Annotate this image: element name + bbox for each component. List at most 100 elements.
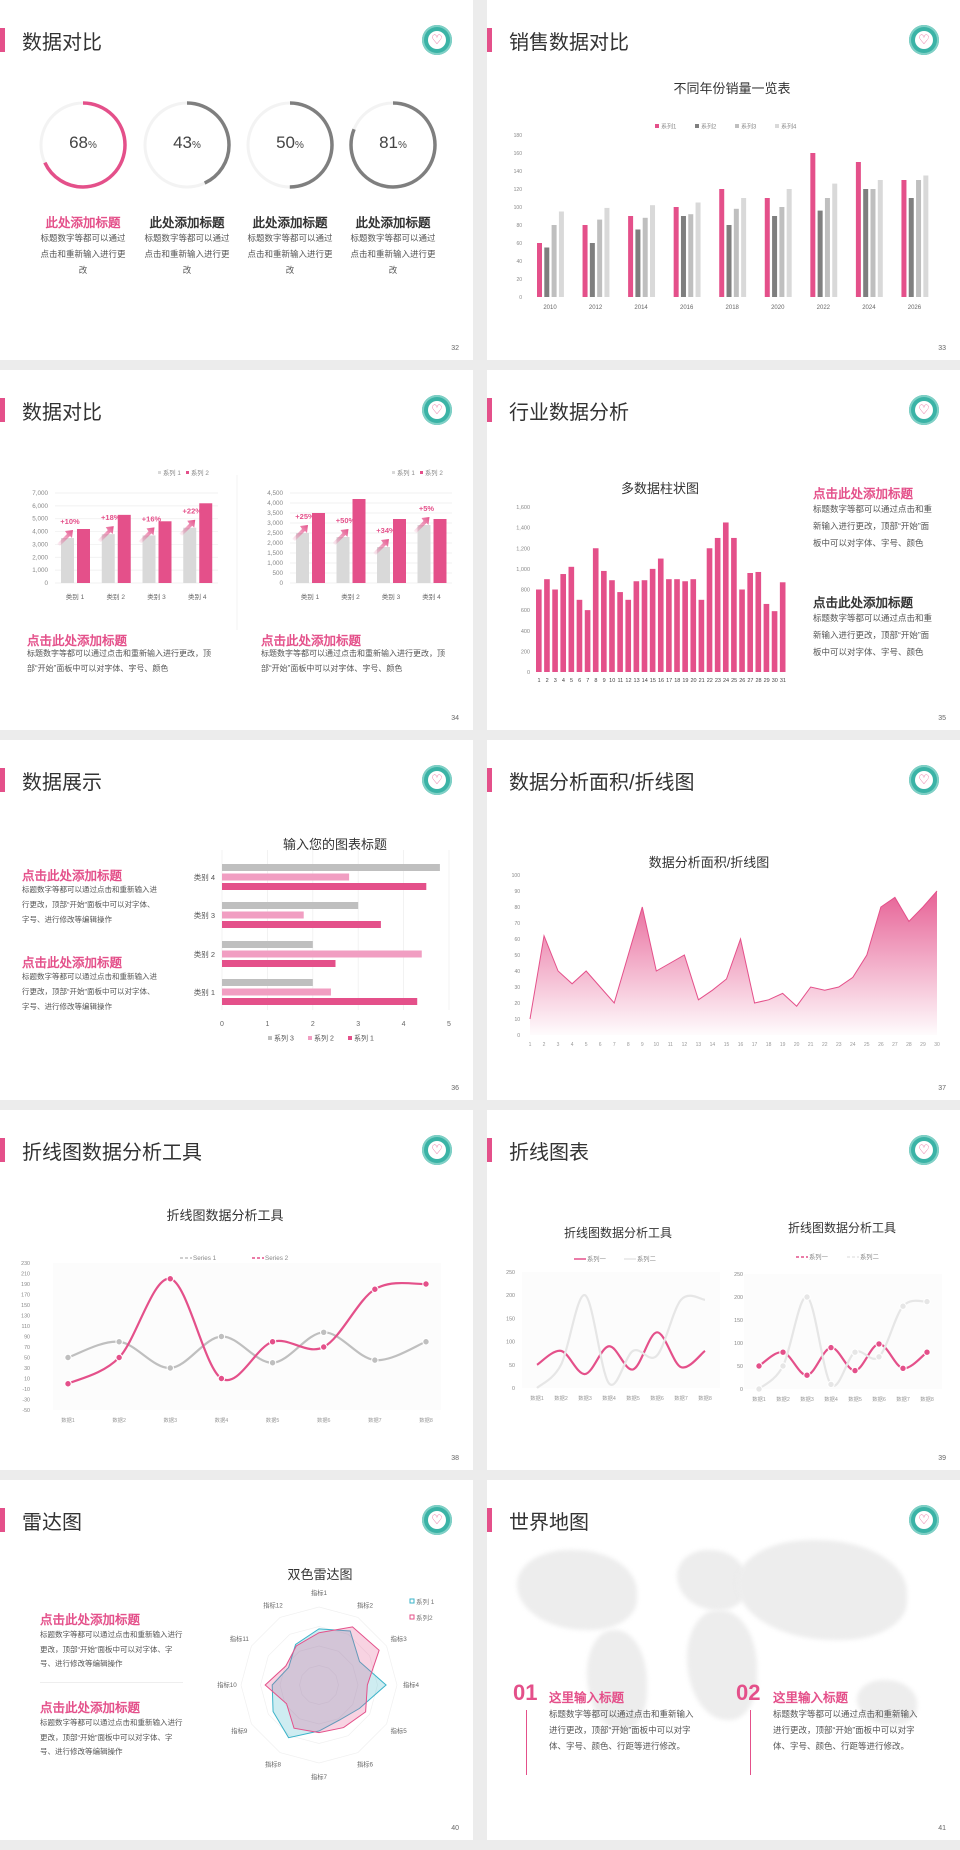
item-heading: 此处添加标题: [45, 216, 121, 230]
legend-swatch: [695, 124, 699, 128]
progress-ring: [246, 101, 334, 189]
value-number: 50: [276, 133, 295, 152]
slide-35: 行业数据分析 ♡ 多数据柱状图 0 200 400 600 800 1,000 1,200 1…: [487, 370, 960, 730]
legend-swatch: [775, 124, 779, 128]
x-tick-label: 13: [634, 678, 640, 684]
legend-swatch: [348, 1036, 352, 1040]
ring-progress: [39, 101, 127, 189]
x-tick-label: 2018: [726, 305, 740, 311]
x-tick-label: 19: [780, 1042, 786, 1048]
bar: [855, 162, 861, 297]
progress-rings: [39, 101, 437, 189]
x-tick-label: 10: [609, 678, 615, 684]
axis-label: 指标7: [311, 1772, 328, 1781]
y-tick-label: 210: [21, 1272, 30, 1278]
bar: [650, 205, 656, 297]
y-tick-label: 10: [24, 1377, 30, 1383]
x-tick-label: 类别 4: [188, 592, 207, 601]
x-tick-label: 17: [666, 678, 672, 684]
data-point: [166, 1364, 174, 1372]
y-tick-label: 20: [516, 277, 522, 283]
bar: [690, 579, 697, 672]
y-tick-label: 2,000: [32, 554, 48, 561]
legend-swatch: [308, 1036, 312, 1040]
bar: [222, 950, 422, 958]
y-tick-label: 400: [521, 629, 530, 635]
series-line: [536, 1294, 706, 1389]
legend-label: 系列 1: [163, 468, 181, 477]
data-point: [268, 1338, 277, 1346]
growth-label: +5%: [419, 504, 435, 513]
y-tick-label: 40: [514, 969, 520, 975]
x-tick-label: 2: [543, 1042, 546, 1048]
axis-label: 指标8: [265, 1760, 282, 1769]
bar: [755, 571, 762, 672]
bar: [832, 183, 838, 297]
x-tick-label: 数据5: [266, 1416, 280, 1424]
y-tick-label: 100: [514, 205, 523, 211]
legend-swatch: [268, 1036, 272, 1040]
value-number: 68: [69, 133, 88, 152]
data-point: [371, 1356, 379, 1364]
growth-label: +50%: [336, 516, 356, 525]
progress-value: 43%: [144, 133, 230, 153]
progress-ring: [143, 101, 231, 189]
page-number: 37: [938, 1085, 946, 1092]
title-accent-bar: [0, 1508, 5, 1532]
axis-label: 指标12: [263, 1600, 283, 1609]
y-tick-label: 10: [514, 1017, 520, 1023]
data-point: [779, 1362, 787, 1370]
bar: [222, 979, 313, 986]
page-number: 41: [938, 1825, 946, 1832]
x-tick-label: 21: [808, 1042, 814, 1048]
x-tick-label: 数据8: [920, 1395, 934, 1403]
item-heading: 此处添加标题: [252, 216, 328, 230]
x-tick-label: 26: [878, 1042, 884, 1048]
x-tick-label: 数据1: [530, 1394, 544, 1402]
legend-label: Series 2: [265, 1255, 289, 1262]
x-tick-label: 数据4: [215, 1416, 229, 1424]
x-tick-label: 数据3: [164, 1416, 178, 1424]
x-tick-label: 11: [617, 678, 623, 684]
bar: [764, 198, 770, 297]
data-point: [268, 1359, 277, 1367]
bar: [824, 198, 830, 297]
legend-label: 系列 1: [416, 1597, 435, 1606]
block-heading: 点击此处添加标题: [261, 634, 362, 648]
growth-label: +16%: [142, 514, 162, 523]
bar: [222, 883, 427, 890]
legend-label: 系列二: [860, 1252, 879, 1261]
page-number: 32: [451, 345, 459, 352]
item-desc: 标题数字等都可以通过点击和重新输入进行更改: [350, 233, 436, 275]
x-tick-label: 25: [731, 678, 737, 684]
grouped-bar-chart: 0 20 40 60 80 100 120 140 160 180 2010 2012 2014 2016…: [514, 123, 929, 311]
legend-label: 系列 1: [397, 468, 415, 477]
plot-area: [744, 1274, 942, 1389]
axis-label: 指标11: [230, 1634, 250, 1643]
y-tick-label: 4,500: [267, 490, 283, 497]
x-tick-label: 22: [822, 1042, 828, 1048]
legend-label: 系列 2: [425, 468, 443, 477]
y-tick-label: 60: [514, 937, 520, 943]
growth-arrow-icon: [292, 525, 308, 541]
data-point: [320, 1328, 328, 1337]
y-tick-label: -50: [22, 1408, 30, 1414]
y-tick-label: 150: [734, 1318, 743, 1324]
y-tick-label: 170: [21, 1293, 30, 1299]
slide-34: 数据对比 ♡ 0 1,000 2,000 3,000 4,000 5,000 6,000 7,…: [0, 370, 473, 730]
bar: [601, 570, 607, 672]
slide-title: 数据对比: [22, 402, 102, 424]
x-tick-label: 17: [752, 1042, 758, 1048]
axis-label: 指标4: [403, 1680, 420, 1689]
bar: [582, 225, 588, 297]
slide-title: 折线图数据分析工具: [22, 1142, 202, 1164]
legend-label: 系列二: [637, 1254, 656, 1263]
data-point: [923, 1297, 931, 1306]
x-tick-label: 2016: [680, 305, 694, 311]
bar: [222, 911, 304, 919]
bar-series-1: [101, 534, 115, 583]
x-tick-label: 14: [642, 678, 648, 684]
x-tick-label: 0: [220, 1021, 224, 1028]
legend-label: 系列 2: [191, 468, 209, 477]
